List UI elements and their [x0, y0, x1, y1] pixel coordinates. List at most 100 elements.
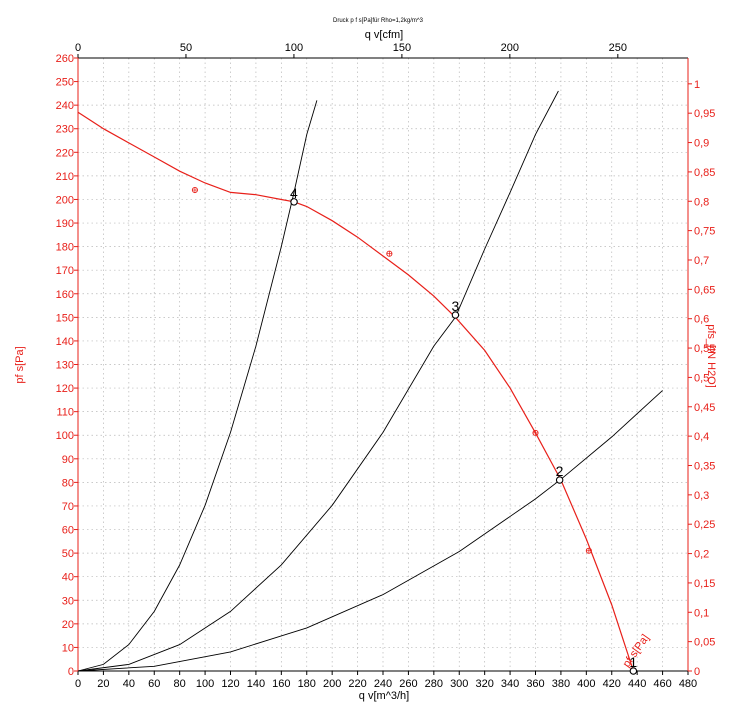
x-tick-label: 0	[75, 678, 81, 690]
y-tick-label: 150	[56, 312, 74, 324]
y2-tick-label: 0,9	[694, 138, 709, 150]
right-axis-label: pfs_[IN H2O]	[705, 324, 717, 388]
operating-point-marker	[451, 311, 460, 319]
y2-tick-label: 0,05	[694, 637, 715, 649]
y2-tick-label: 0,1	[694, 607, 709, 619]
grid-lines	[78, 58, 688, 671]
operating-point-label: 1	[629, 654, 637, 670]
system-curves	[77, 90, 663, 672]
y-tick-label: 110	[56, 407, 74, 419]
y-tick-label: 70	[62, 501, 74, 513]
x-tick-label: 480	[679, 678, 697, 690]
right-axis-ticks: 0 0,05 0,1 0,15 0,2 0,25 0,3 0,35 0,4 0,45 0,5 0,55…	[688, 79, 715, 678]
operating-point-marker	[555, 476, 564, 484]
x2-tick-label: 250	[609, 42, 627, 54]
y2-tick-label: 0,95	[694, 108, 715, 120]
y2-tick-label: 0,3	[694, 490, 709, 502]
y2-tick-label: 0,2	[694, 549, 709, 561]
x-tick-label: 280	[425, 678, 443, 690]
y2-tick-label: 0,4	[694, 431, 709, 443]
operating-point-label: 3	[451, 298, 459, 314]
operating-points: 1 2 3 4	[290, 185, 638, 675]
y2-tick-label: 0,7	[694, 255, 709, 267]
x-tick-label: 200	[323, 678, 341, 690]
y-tick-label: 240	[56, 100, 74, 112]
y-tick-label: 60	[62, 525, 74, 537]
x2-tick-label: 0	[75, 42, 81, 54]
measured-point	[585, 547, 592, 554]
y-tick-label: 250	[56, 77, 74, 89]
y2-tick-label: 0,55	[694, 343, 715, 355]
x-tick-label: 260	[399, 678, 417, 690]
x-tick-label: 380	[552, 678, 570, 690]
left-axis-ticks: 0 10 20 30 40 50 60 70 80 90 100 110 120 130 140 150 160…	[56, 53, 78, 678]
x-tick-label: 300	[450, 678, 468, 690]
measured-point	[191, 186, 198, 194]
y-tick-label: 50	[62, 548, 74, 560]
x-tick-label: 120	[221, 678, 239, 690]
x-tick-label: 20	[97, 678, 109, 690]
y-tick-label: 10	[62, 642, 74, 654]
top-axis-label: q v[cfm]	[365, 29, 404, 41]
bottom-axis-label: q v[m^3/h]	[359, 690, 409, 702]
y2-tick-label: 0,75	[694, 226, 715, 238]
y2-tick-label: 0	[694, 666, 700, 678]
operating-point-marker	[290, 198, 298, 206]
y-tick-label: 190	[56, 218, 74, 230]
x2-tick-label: 50	[180, 42, 192, 54]
x-tick-label: 180	[298, 678, 316, 690]
operating-point-marker	[629, 667, 638, 675]
x-tick-label: 60	[148, 678, 160, 690]
x-tick-label: 460	[653, 678, 671, 690]
x-tick-label: 340	[501, 678, 519, 690]
y2-tick-label: 0,65	[694, 284, 715, 296]
measured-point	[386, 250, 393, 257]
system-curve-3	[77, 390, 663, 672]
y2-tick-label: 0,25	[694, 519, 715, 531]
y-tick-label: 120	[56, 383, 74, 395]
y-tick-label: 160	[56, 289, 74, 301]
y-tick-label: 0	[68, 666, 74, 678]
x-tick-label: 160	[272, 678, 290, 690]
y2-tick-label: 0,5	[694, 372, 709, 384]
x-tick-label: 220	[348, 678, 366, 690]
y-tick-label: 100	[56, 430, 74, 442]
left-axis-label: pf s[Pa]	[14, 346, 26, 383]
y2-tick-label: 0,35	[694, 460, 715, 472]
y2-tick-label: 0,85	[694, 167, 715, 179]
x-tick-label: 40	[123, 678, 135, 690]
y-tick-label: 220	[56, 147, 74, 159]
x-tick-label: 240	[374, 678, 392, 690]
x-tick-label: 440	[628, 678, 646, 690]
system-curve-2	[77, 90, 559, 672]
chart-title: Druck p f s[Pa]für Rho=1,2kg/m^3	[333, 18, 424, 24]
y-tick-label: 170	[56, 265, 74, 277]
bottom-axis-ticks: 0 20 40 60 80 100 120 140 160 180 200 220 240 260 280 3…	[75, 671, 697, 690]
measured-points	[191, 186, 592, 554]
top-axis-ticks: 0 50 100 150 200 250	[75, 42, 627, 58]
y2-tick-label: 0,15	[694, 578, 715, 590]
x-tick-label: 80	[174, 678, 186, 690]
y-tick-label: 260	[56, 53, 74, 65]
x-tick-label: 140	[247, 678, 265, 690]
measured-point	[532, 429, 539, 436]
y-tick-label: 140	[56, 336, 74, 348]
x2-tick-label: 200	[501, 42, 519, 54]
x-tick-label: 360	[526, 678, 544, 690]
y-tick-label: 90	[62, 454, 74, 466]
operating-point-label: 4	[290, 185, 298, 201]
y-tick-label: 20	[62, 619, 74, 631]
x2-tick-label: 100	[285, 42, 303, 54]
x2-tick-label: 150	[393, 42, 411, 54]
y2-tick-label: 0,6	[694, 314, 709, 326]
y-tick-label: 30	[62, 595, 74, 607]
fan-pressure-curve	[77, 111, 634, 672]
x-tick-label: 400	[577, 678, 595, 690]
operating-point-label: 2	[556, 463, 564, 479]
system-curve-1	[77, 100, 318, 672]
y-tick-label: 180	[56, 242, 74, 254]
y2-tick-label: 1	[694, 79, 700, 91]
x-tick-label: 420	[603, 678, 621, 690]
series-line	[77, 111, 634, 672]
